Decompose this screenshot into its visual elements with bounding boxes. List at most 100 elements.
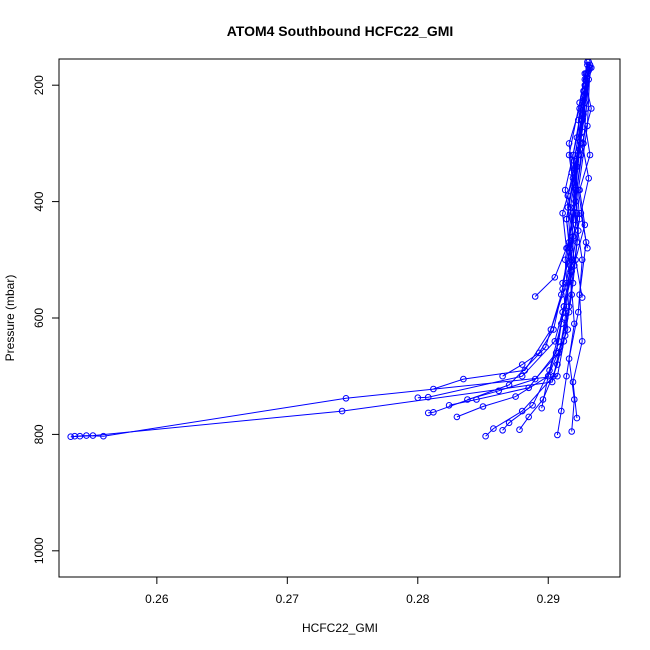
series-line: [534, 73, 586, 297]
data-point: [482, 432, 489, 440]
series-line: [485, 64, 591, 437]
data-point: [561, 186, 569, 194]
data-point: [495, 387, 503, 395]
y-axis-label: Pressure (mbar): [3, 275, 17, 362]
data-point: [554, 372, 561, 380]
chart-marks: [67, 59, 595, 441]
data-point: [565, 355, 573, 363]
data-point: [588, 64, 595, 71]
data-point: [564, 204, 572, 211]
data-point: [565, 140, 573, 147]
data-point: [575, 308, 582, 316]
data-point: [67, 433, 74, 441]
data-point: [573, 209, 581, 217]
data-point: [564, 326, 572, 333]
data-point: [578, 338, 586, 345]
x-tick-label: 0.28: [406, 592, 430, 606]
data-point: [525, 384, 533, 392]
data-point: [521, 367, 529, 374]
series-line: [572, 67, 591, 419]
data-point: [584, 244, 591, 252]
data-point: [577, 209, 585, 217]
y-tick-label: 1000: [32, 537, 46, 564]
data-point: [499, 427, 506, 434]
data-point: [585, 175, 593, 182]
data-point: [490, 425, 497, 432]
data-point: [544, 372, 552, 380]
data-point: [538, 404, 546, 412]
y-tick-label: 600: [32, 308, 46, 328]
chart-title: ATOM4 Southbound HCFC22_GMI: [227, 23, 454, 39]
data-point: [535, 349, 543, 357]
x-axis: 0.26 0.27 0.28 0.29: [145, 577, 560, 606]
series-line: [74, 64, 588, 437]
data-point: [581, 76, 589, 83]
data-point: [572, 163, 579, 170]
data-point: [569, 279, 577, 287]
data-point: [550, 326, 557, 333]
data-point: [578, 140, 586, 147]
data-point: [578, 256, 586, 264]
data-point: [554, 431, 561, 439]
data-point: [338, 407, 346, 415]
y-axis: 200 400 600 800 1000: [32, 75, 59, 564]
data-point: [479, 403, 487, 410]
data-point: [518, 361, 526, 368]
data-point: [580, 111, 587, 118]
data-point: [576, 105, 583, 112]
data-point: [572, 256, 579, 264]
data-point: [551, 274, 559, 281]
data-point: [567, 268, 574, 275]
data-point: [578, 294, 586, 301]
data-point: [586, 151, 594, 159]
series-line: [556, 108, 587, 436]
data-point: [569, 378, 577, 386]
series-line: [580, 61, 592, 249]
y-tick-label: 800: [32, 424, 46, 444]
data-point: [559, 285, 566, 293]
data-point: [453, 413, 461, 421]
data-point: [565, 151, 573, 159]
data-point: [563, 244, 570, 252]
data-point: [414, 394, 422, 402]
x-tick-label: 0.26: [145, 592, 169, 606]
data-point: [531, 375, 539, 383]
data-point: [531, 293, 539, 300]
data-point: [588, 105, 595, 112]
data-point: [569, 175, 577, 182]
data-point: [518, 372, 526, 380]
data-point: [571, 204, 578, 211]
data-point: [424, 393, 432, 401]
series-line: [428, 61, 588, 414]
data-point: [460, 375, 467, 383]
x-axis-label: HCFC22_GMI: [302, 621, 378, 635]
series-1: [71, 61, 591, 440]
data-point: [430, 409, 437, 416]
data-point: [560, 303, 568, 310]
data-point: [430, 385, 437, 393]
series-18: [572, 64, 595, 301]
plot-frame: [58, 58, 621, 578]
y-tick-label: 400: [32, 191, 46, 211]
data-point: [499, 372, 506, 380]
data-point: [555, 338, 563, 345]
series-line: [575, 67, 592, 298]
data-point: [464, 396, 471, 403]
data-point: [568, 428, 576, 435]
series-17: [531, 70, 589, 300]
data-point: [445, 402, 453, 409]
data-point: [525, 413, 533, 421]
data-point: [571, 320, 578, 328]
data-point: [576, 186, 583, 194]
data-point: [558, 407, 565, 415]
series-6: [445, 76, 590, 409]
data-point: [529, 402, 536, 409]
data-point: [563, 372, 570, 380]
x-tick-label: 0.27: [276, 592, 300, 606]
x-tick-label: 0.29: [537, 592, 561, 606]
data-point: [505, 419, 513, 427]
series-19: [577, 59, 595, 252]
data-point: [342, 395, 350, 402]
data-point: [573, 414, 581, 422]
